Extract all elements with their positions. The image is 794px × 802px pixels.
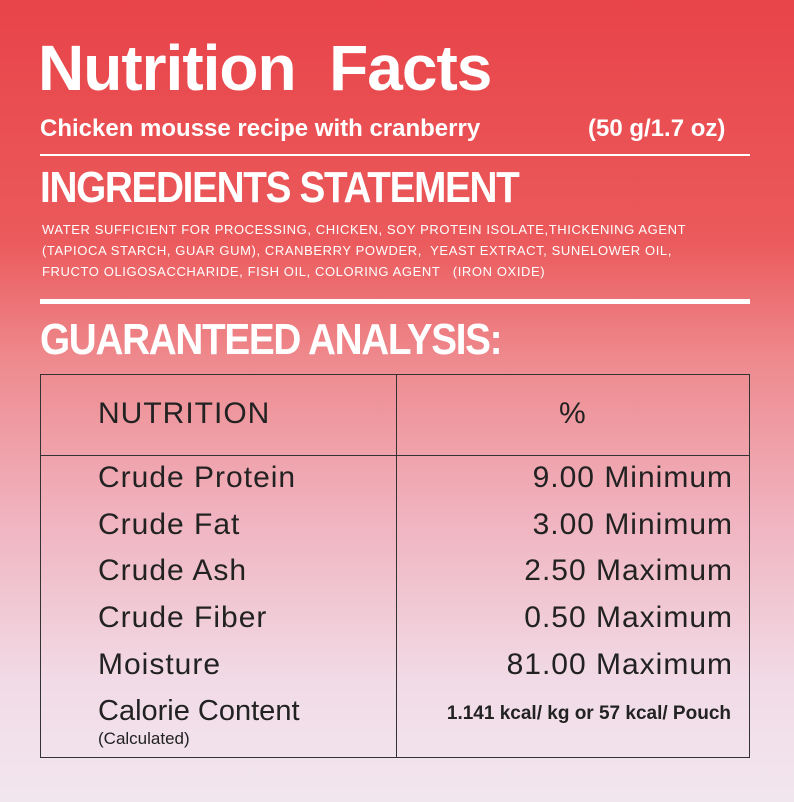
nutrient-name: Crude Ash — [98, 554, 248, 588]
nutrient-value: 9.00 Minimum — [532, 461, 733, 494]
nutrient-name: Calorie Content — [98, 694, 300, 727]
table-header: % — [559, 397, 587, 430]
ingredients-title: INGREDIENTS STATEMENT — [40, 163, 520, 212]
nutrient-name: Crude Protein — [98, 461, 297, 494]
analysis-title: GUARANTEED ANALYSIS: — [40, 315, 503, 364]
divider — [40, 154, 750, 156]
ingredients-line: WATER SUFFICIENT FOR PROCESSING, CHICKEN… — [42, 222, 687, 237]
calorie-note: (Calculated) — [98, 728, 190, 748]
table-header: NUTRITION — [98, 397, 271, 430]
ingredients-line: (TAPIOCA STARCH, GUAR GUM), CRANBERRY PO… — [42, 243, 672, 258]
nutrient-name: Crude Fiber — [98, 601, 268, 635]
net-weight: (50 g/1.7 oz) — [588, 115, 726, 142]
subtitle: Chicken mousse recipe with cranberry — [40, 115, 481, 142]
nutrient-value: 2.50 Maximum — [524, 554, 733, 588]
nutrient-value: 1.141 kcal/ kg or 57 kcal/ Pouch — [446, 702, 731, 724]
nutrient-name: Crude Fat — [98, 507, 241, 541]
column-divider — [396, 375, 397, 757]
divider — [40, 299, 750, 304]
analysis-table: NUTRITION % Crude Protein 9.00 Minimum Cru… — [40, 374, 750, 758]
ingredients-line: FRUCTO OLIGOSACCHARIDE, FISH OIL, COLORI… — [42, 264, 546, 279]
nutrient-name: Moisture — [98, 647, 222, 681]
title: Nutrition Facts — [38, 32, 492, 104]
nutrient-value: 81.00 Maximum — [506, 647, 733, 681]
nutrient-value: 0.50 Maximum — [524, 601, 733, 635]
row-divider — [41, 455, 749, 456]
nutrient-value: 3.00 Minimum — [532, 507, 733, 541]
